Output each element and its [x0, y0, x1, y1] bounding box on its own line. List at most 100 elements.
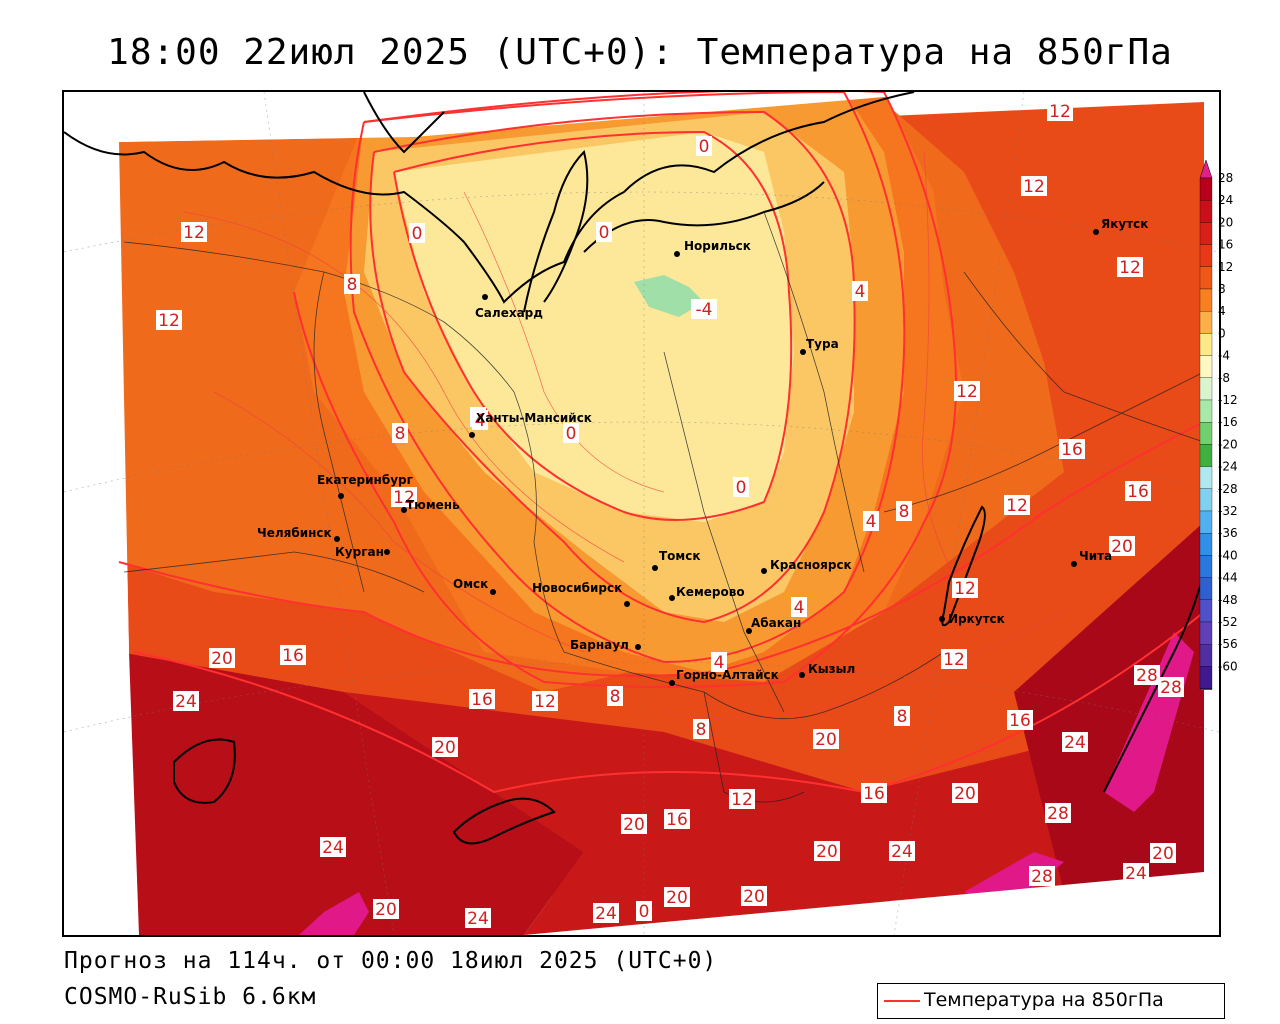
coastline-arctic — [64, 92, 915, 304]
contour-label: 4 — [711, 652, 727, 673]
contour-label-bg — [409, 223, 425, 243]
contour-label: 20 — [1109, 536, 1135, 557]
colorbar-tick-label: 12 — [1218, 260, 1233, 274]
contour-label-bg — [432, 737, 458, 757]
city-marker: Норильск — [674, 239, 751, 257]
contour-label-bg — [863, 511, 879, 531]
colorbar-bottom-arrow — [1199, 688, 1213, 708]
contour-label-value: 12 — [1049, 102, 1071, 122]
domain-mask-left — [64, 92, 139, 935]
contour-label: 4 — [852, 281, 868, 302]
city-marker: Красноярск — [761, 558, 852, 574]
contour-label-value: 12 — [1023, 177, 1045, 197]
city-marker: Омск — [453, 577, 496, 595]
contour-label: 12 — [391, 487, 417, 508]
contour-label-bg — [729, 789, 755, 809]
contour-label: 24 — [1123, 863, 1149, 884]
colorbar-tick-label: 20 — [1218, 215, 1233, 229]
isotherm-thin-2 — [921, 151, 965, 593]
city-marker: Салехард — [475, 294, 543, 320]
contour-label-value: 12 — [731, 790, 753, 810]
contour-label: 24 — [889, 841, 915, 862]
contour-label: -4 — [691, 299, 717, 320]
contour-label-bg — [392, 423, 408, 443]
contour-label: 12 — [729, 789, 755, 810]
legend: Температура на 850гПа — [877, 983, 1225, 1019]
contour-label-bg — [952, 783, 978, 803]
city-marker: Новосибирск — [532, 581, 630, 607]
city-dot — [652, 565, 658, 571]
contour-label: 0 — [563, 423, 579, 444]
contour-label: 20 — [373, 899, 399, 920]
contour-label: 20 — [741, 886, 767, 907]
contour-label-value: 4 — [475, 411, 486, 431]
contour-label-bg — [1123, 863, 1149, 883]
contour-label-value: 20 — [1152, 844, 1174, 864]
border-1 — [123, 241, 515, 393]
city-name: Омск — [453, 577, 488, 591]
colorbar-swatch — [1199, 555, 1213, 578]
contour-label: 20 — [664, 887, 690, 908]
contour-label-value: -4 — [696, 300, 713, 320]
contour-label: 16 — [1059, 439, 1085, 460]
field-zone-minus4 — [634, 275, 704, 317]
contour-label-value: 4 — [714, 653, 725, 673]
city-name: Якутск — [1101, 217, 1148, 231]
contour-label: 12 — [1047, 101, 1073, 122]
contour-label-value: 24 — [1064, 733, 1086, 753]
contour-label-value: 12 — [393, 488, 415, 508]
contour-label-value: 0 — [599, 223, 610, 243]
city-name: Иркутск — [948, 612, 1005, 626]
city-dot — [469, 432, 475, 438]
contour-label-bg — [1134, 665, 1160, 685]
contour-label-value: 28 — [1047, 804, 1069, 824]
colorbar-tick-label: -20 — [1218, 437, 1238, 451]
contour-label-value: 20 — [954, 784, 976, 804]
contour-label-value: 0 — [566, 424, 577, 444]
contour-label: 0 — [409, 223, 425, 244]
colorbar-swatch — [1199, 488, 1213, 512]
contour-label-value: 4 — [855, 282, 866, 302]
city-name: Тура — [806, 337, 839, 351]
contour-label-value: 8 — [696, 720, 707, 740]
contour-label-bg — [1047, 101, 1073, 121]
border-4 — [663, 351, 785, 713]
contour-label-bg — [209, 648, 235, 668]
colorbar-tick-label: -12 — [1218, 393, 1238, 407]
contour-label-value: 0 — [699, 137, 710, 157]
field-zone-0 — [394, 132, 794, 522]
contour-label-bg — [696, 136, 712, 156]
contour-label: 4 — [472, 410, 488, 431]
city-dot — [669, 595, 675, 601]
contour-label-bg — [941, 649, 967, 669]
contour-label: 20 — [1150, 843, 1176, 864]
contour-label-value: 20 — [1111, 537, 1133, 557]
city-marker: Тюмень — [401, 498, 460, 513]
colorbar-swatch — [1199, 377, 1213, 401]
thin-isotherms — [183, 151, 1065, 720]
colorbar-tick-label: -56 — [1218, 637, 1238, 651]
contour-label-bg — [952, 578, 978, 598]
colorbar-swatch — [1199, 355, 1213, 378]
contour-label-bg — [156, 310, 182, 330]
graticule-3 — [64, 661, 1219, 733]
colorbar-swatch — [1199, 666, 1213, 689]
city-dot — [800, 349, 806, 355]
border-8 — [123, 551, 425, 593]
city-name: Салехард — [475, 306, 543, 320]
contour-label-value: 24 — [1125, 864, 1147, 884]
contour-label: 20 — [814, 841, 840, 862]
contour-label: 20 — [432, 737, 458, 758]
colorbar-swatch — [1199, 222, 1213, 245]
contour-label-value: 12 — [534, 692, 556, 712]
contour-label-bg — [280, 645, 306, 665]
field-zone-24-west — [119, 652, 584, 935]
city-name: Норильск — [684, 239, 751, 253]
coastline-east — [1103, 571, 1205, 793]
city-dot — [482, 294, 488, 300]
city-marker: Кызыл — [799, 662, 855, 678]
contour-label-value: 8 — [897, 707, 908, 727]
contour-label: 20 — [813, 729, 839, 750]
contour-label-value: 4 — [794, 598, 805, 618]
contour-label: 16 — [1125, 481, 1151, 502]
